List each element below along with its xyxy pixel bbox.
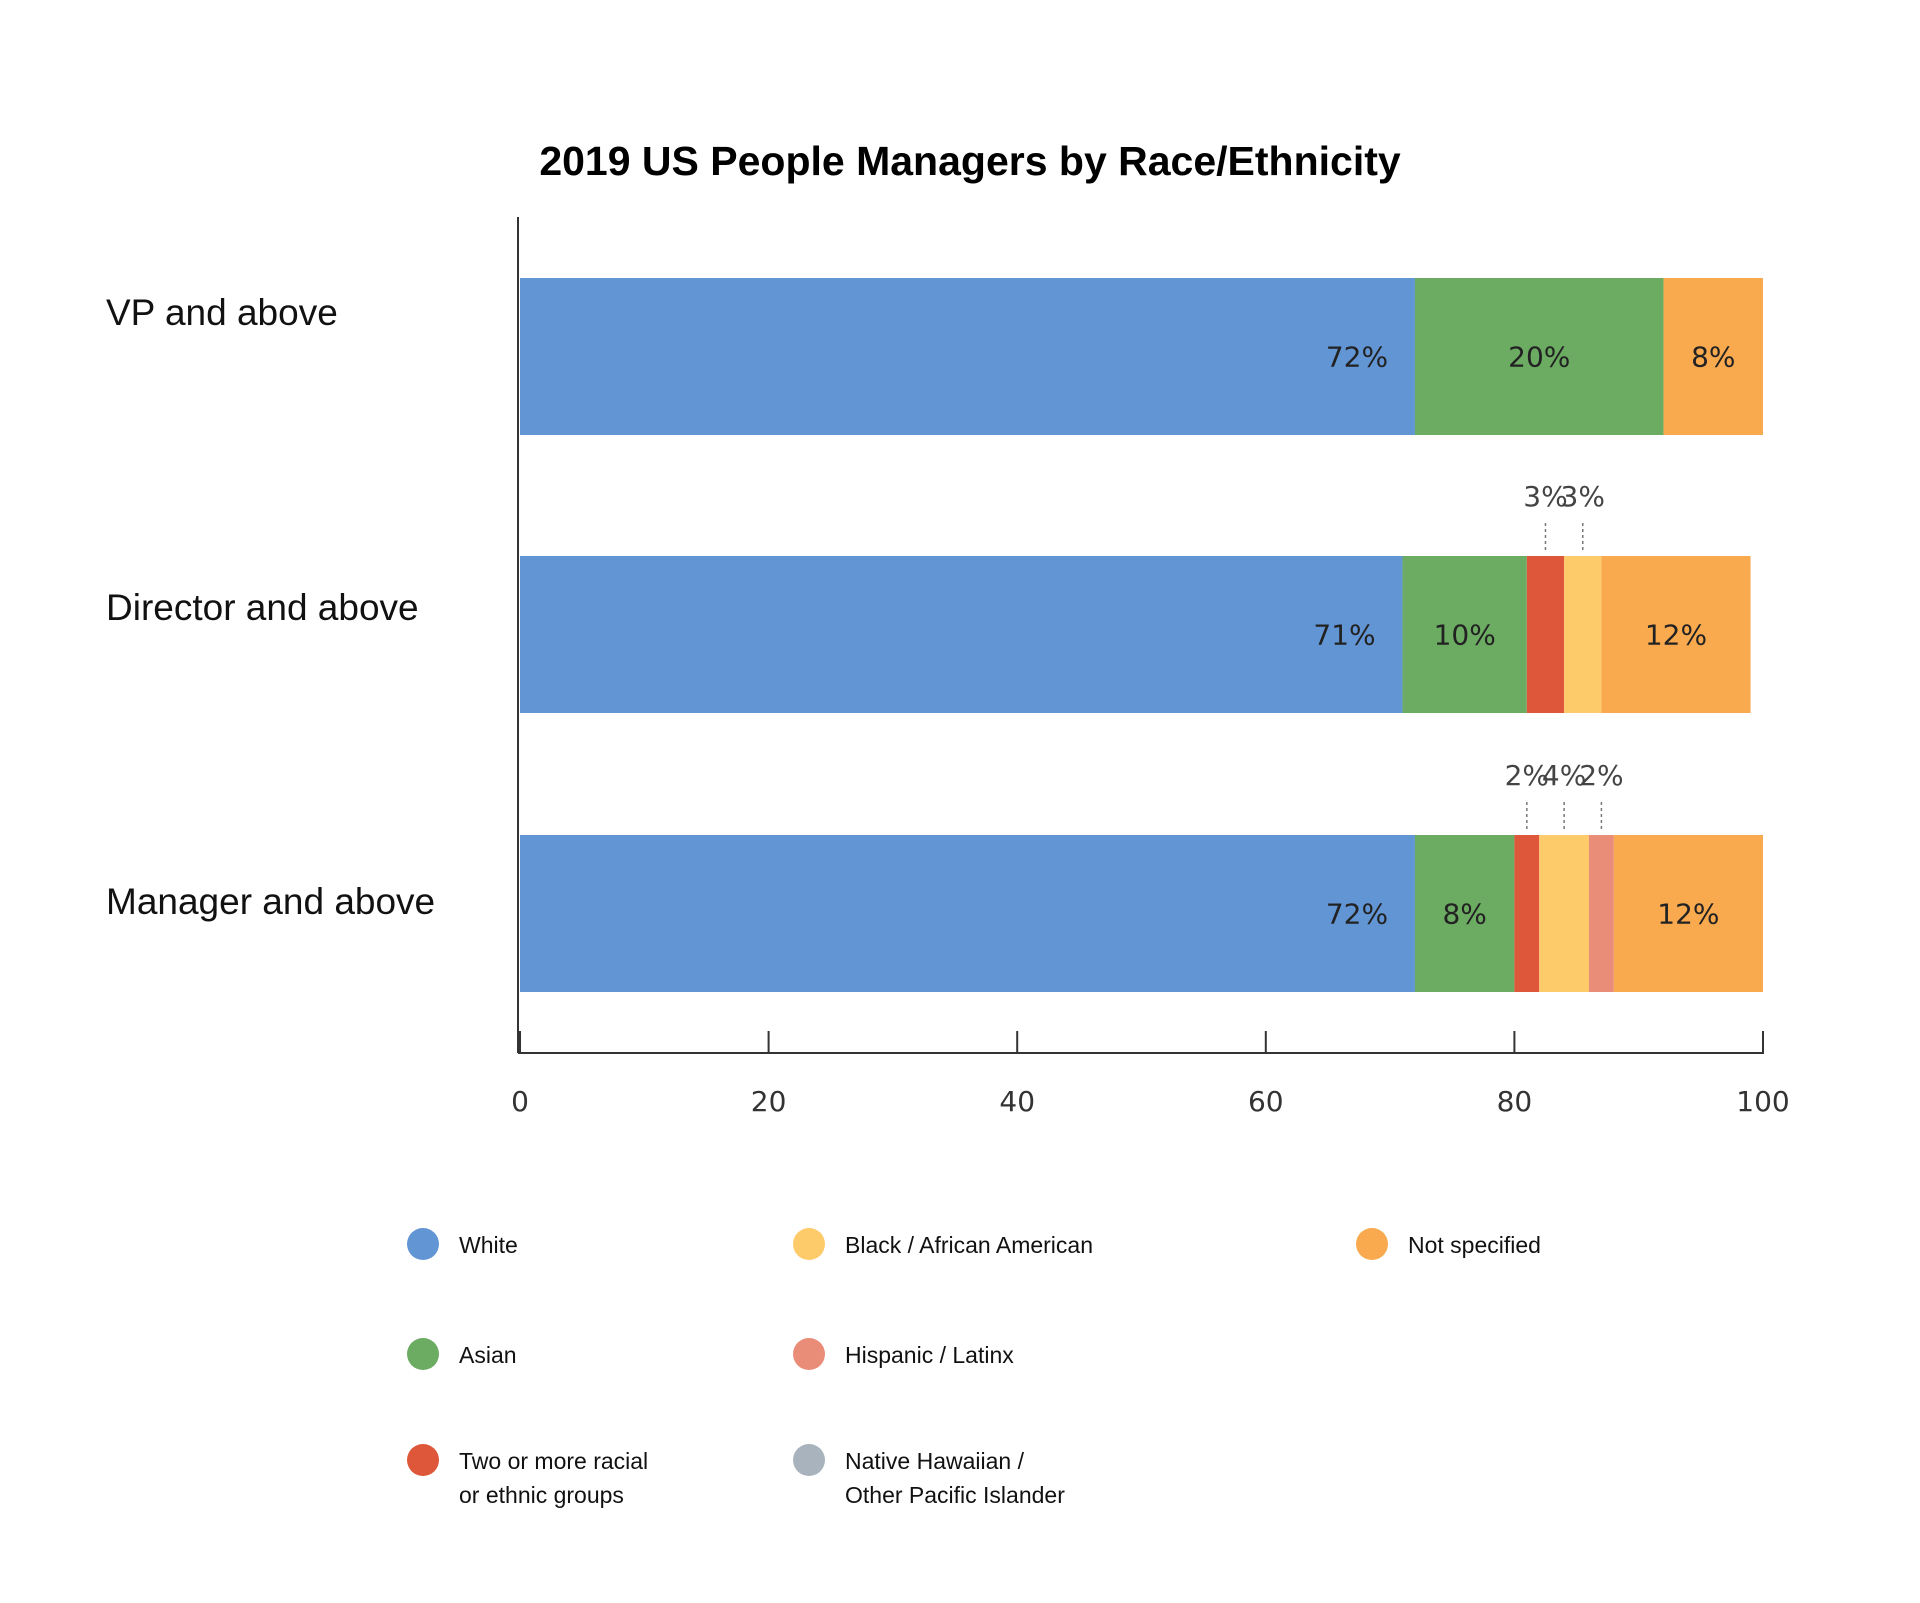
category-label-vp-and-above: VP and above <box>106 292 338 333</box>
legend-label-native-hawaiian-other-pacific-islander-line-2: Other Pacific Islander <box>845 1482 1065 1508</box>
legend-label-white: White <box>459 1232 518 1258</box>
legend-label-two-or-more-racial-or-ethnic-groups-line-1: Two or more racial <box>459 1448 648 1474</box>
data-label-white-vp-and-above: 72% <box>1326 341 1388 374</box>
callout-label-two-or-more-racial-or-ethnic-groups-manager-and-above: 2% <box>1505 759 1549 792</box>
legend-label-two-or-more-racial-or-ethnic-groups-line-2: or ethnic groups <box>459 1482 624 1508</box>
x-tick-label-20: 20 <box>751 1085 787 1118</box>
legend-swatch-native-hawaiian-other-pacific-islander <box>793 1444 825 1476</box>
bars-layer: 72% 20% 8% 71% 10% 12% 3%3% 72% 8% 12% 2%4%2% <box>520 278 1763 992</box>
data-label-asian-manager-and-above: 8% <box>1442 898 1486 931</box>
bar-segment-black-african-american-director-and-above <box>1564 556 1602 713</box>
legend-label-not-specified: Not specified <box>1408 1232 1541 1258</box>
legend-swatch-asian <box>407 1338 439 1370</box>
x-tick-label-40: 40 <box>999 1085 1035 1118</box>
bar-segment-two-or-more-racial-or-ethnic-groups-director-and-above <box>1526 556 1565 713</box>
bar-segment-asian-manager-and-above <box>1414 835 1515 992</box>
legend-swatch-black-african-american <box>793 1228 825 1260</box>
x-tick-label-100: 100 <box>1736 1085 1789 1118</box>
bar-segment-not-specified-director-and-above <box>1601 556 1751 713</box>
callout-label-black-african-american-manager-and-above: 4% <box>1542 759 1586 792</box>
data-label-white-director-and-above: 71% <box>1313 619 1375 652</box>
legend-swatch-white <box>407 1228 439 1260</box>
bar-segment-not-specified-vp-and-above <box>1663 278 1763 435</box>
bar-segment-two-or-more-racial-or-ethnic-groups-manager-and-above <box>1514 835 1540 992</box>
legend-swatch-hispanic-latinx <box>793 1338 825 1370</box>
legend-swatch-two-or-more-racial-or-ethnic-groups <box>407 1444 439 1476</box>
legend-label-black-african-american: Black / African American <box>845 1232 1093 1258</box>
callout-label-two-or-more-racial-or-ethnic-groups-director-and-above: 3% <box>1523 480 1567 513</box>
bar-segment-white-director-and-above <box>520 556 1403 713</box>
data-label-not-specified-manager-and-above: 12% <box>1657 898 1719 931</box>
data-label-not-specified-vp-and-above: 8% <box>1691 341 1735 374</box>
legend: White Asian Two or more racial or ethnic gr… <box>407 1228 1541 1508</box>
bar-segment-white-manager-and-above <box>520 835 1415 992</box>
bar-segment-not-specified-manager-and-above <box>1613 835 1763 992</box>
x-tick-label-60: 60 <box>1248 1085 1284 1118</box>
legend-swatch-not-specified <box>1356 1228 1388 1260</box>
bar-segment-white-vp-and-above <box>520 278 1415 435</box>
category-label-director-and-above: Director and above <box>106 587 419 628</box>
data-label-asian-director-and-above: 10% <box>1434 619 1496 652</box>
axis-layer: VP and above Director and above Manager an… <box>106 217 1790 1118</box>
bar-segment-asian-director-and-above <box>1402 556 1527 713</box>
x-tick-label-0: 0 <box>511 1085 529 1118</box>
legend-label-hispanic-latinx: Hispanic / Latinx <box>845 1342 1014 1368</box>
legend-label-native-hawaiian-other-pacific-islander-line-1: Native Hawaiian / <box>845 1448 1025 1474</box>
category-label-manager-and-above: Manager and above <box>106 881 435 922</box>
data-label-asian-vp-and-above: 20% <box>1508 341 1570 374</box>
bar-segment-asian-vp-and-above <box>1414 278 1664 435</box>
bar-segment-black-african-american-manager-and-above <box>1539 835 1589 992</box>
data-label-white-manager-and-above: 72% <box>1326 898 1388 931</box>
legend-label-asian: Asian <box>459 1342 517 1368</box>
chart-title: 2019 US People Managers by Race/Ethnicit… <box>539 138 1401 184</box>
callout-label-black-african-american-director-and-above: 3% <box>1561 480 1605 513</box>
callout-label-hispanic-latinx-manager-and-above: 2% <box>1579 759 1623 792</box>
data-label-not-specified-director-and-above: 12% <box>1645 619 1707 652</box>
bar-segment-hispanic-latinx-manager-and-above <box>1588 835 1614 992</box>
x-tick-label-80: 80 <box>1497 1085 1533 1118</box>
